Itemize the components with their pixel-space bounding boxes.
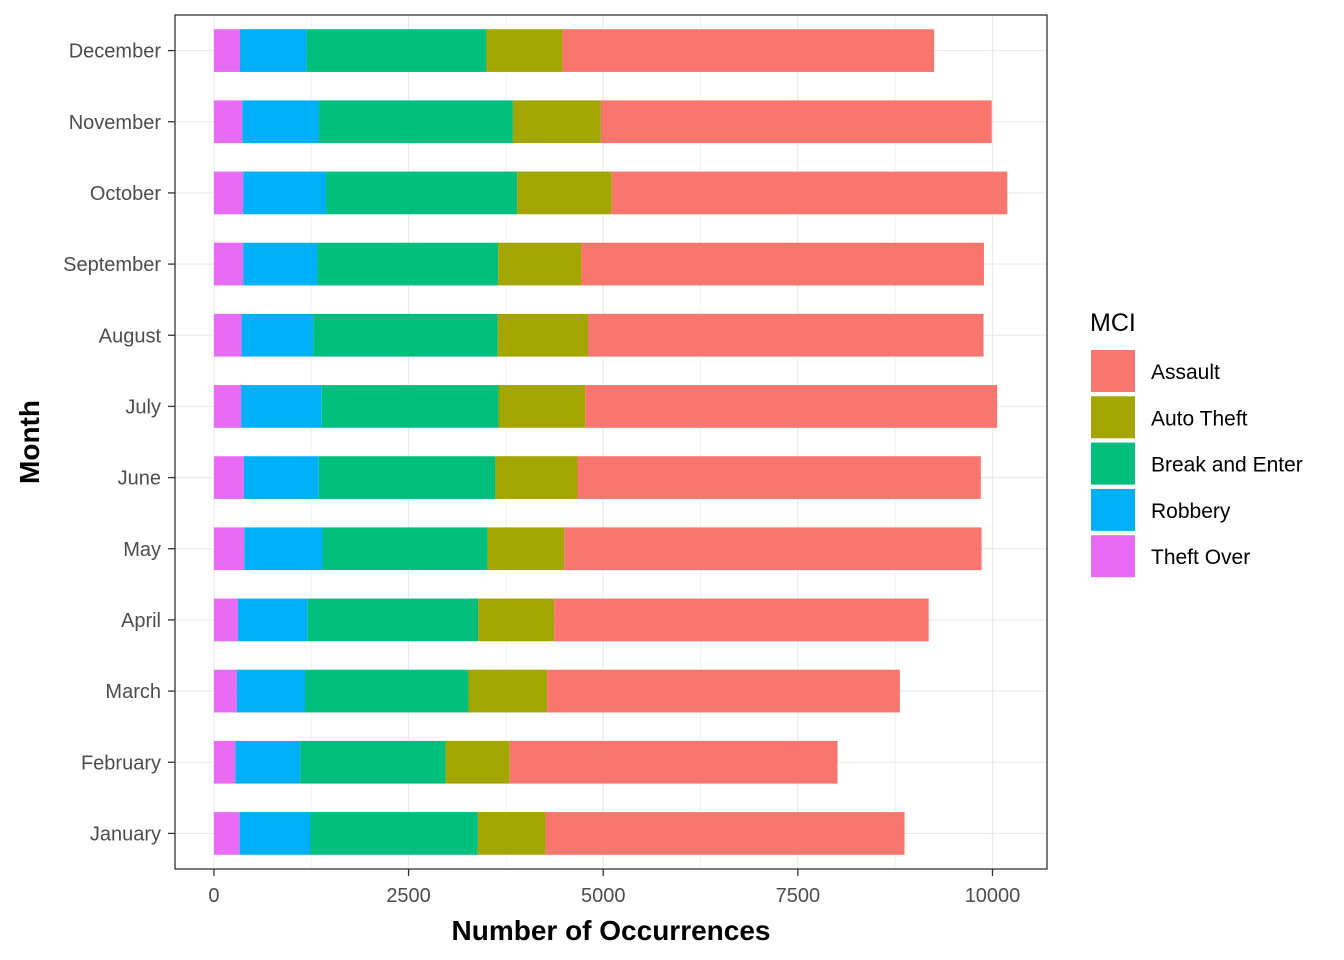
bar-theft-over-may [213,527,245,571]
bar-robbery-july [241,385,322,428]
bar-auto-theft-june [495,456,578,499]
bar-auto-theft-january [477,812,546,855]
y-tick-label: October [90,183,161,205]
bar-theft-over-april [213,598,239,642]
legend-label: Theft Over [1151,546,1250,569]
bar-auto-theft-december [486,29,563,72]
legend-label: Robbery [1151,500,1231,523]
bar-auto-theft-april [478,598,555,642]
bar-theft-over-march [213,669,237,713]
bar-break-and-enter-september [317,242,499,286]
bar-auto-theft-october [517,171,612,215]
bar-break-and-enter-february [300,740,446,784]
legend-label: Auto Theft [1151,407,1248,430]
bar-robbery-april [238,598,308,642]
bar-robbery-december [240,29,307,72]
y-tick-label: December [69,41,162,63]
bar-theft-over-january [213,812,240,855]
y-tick-label: March [105,681,161,703]
bar-theft-over-september [213,242,244,286]
x-tick-label: 2500 [386,885,431,907]
y-tick-label: July [125,396,161,418]
bar-robbery-january [239,812,311,855]
legend-swatch [1091,350,1135,392]
y-tick-label: April [121,610,161,632]
bar-break-and-enter-august [313,313,498,357]
legend-swatch [1091,396,1135,439]
bar-assault-march [547,669,900,713]
legend: MCI Assault Auto Theft Break and Enter Robb… [1090,309,1303,578]
y-tick-label: February [81,752,161,774]
bar-break-and-enter-may [322,527,488,571]
x-axis: 0 2500 5000 7500 10000 [208,869,1020,907]
bar-theft-over-december [213,29,241,72]
bar-theft-over-august [213,313,242,357]
bar-assault-january [545,812,905,855]
legend-swatch [1091,535,1135,578]
legend-swatch [1091,488,1135,531]
x-axis-title: Number of Occurrences [452,915,771,946]
bar-break-and-enter-october [326,171,518,215]
bar-auto-theft-september [498,242,582,286]
y-tick-label: September [63,254,161,276]
bar-assault-august [588,313,984,357]
bar-assault-april [554,598,929,642]
y-tick-label: June [118,468,161,490]
legend-label: Break and Enter [1151,454,1303,477]
legend-swatch [1091,442,1135,485]
bar-assault-february [509,740,838,784]
legend-label: Assault [1151,361,1220,384]
x-tick-label: 0 [208,885,219,907]
y-tick-label: November [69,112,162,134]
legend-title: MCI [1090,309,1136,337]
bar-assault-july [585,385,998,428]
bars [213,29,1008,855]
plot-panel-border [174,14,1048,870]
bar-break-and-enter-december [306,29,487,72]
x-tick-label: 7500 [776,885,821,907]
bar-auto-theft-august [497,313,589,357]
bar-robbery-october [243,171,327,215]
x-tick-label: 10000 [965,885,1021,907]
bar-robbery-november [242,100,320,144]
bar-theft-over-february [213,740,236,784]
bar-theft-over-october [213,171,244,215]
bar-theft-over-july [213,385,242,428]
bar-auto-theft-may [487,527,565,571]
bar-auto-theft-february [445,740,510,784]
bar-auto-theft-july [498,385,586,428]
bar-assault-november [600,100,992,144]
bar-assault-september [581,242,984,286]
x-tick-label: 5000 [581,885,626,907]
bar-assault-may [564,527,982,571]
bar-robbery-march [236,669,306,713]
bar-robbery-february [235,740,301,784]
y-axis: January February March April May June July Augu… [63,41,175,845]
bar-break-and-enter-january [310,812,478,855]
bar-assault-october [611,171,1008,215]
y-tick-label: August [99,325,162,347]
bar-break-and-enter-july [321,385,499,428]
bar-break-and-enter-june [318,456,496,499]
bar-break-and-enter-november [319,100,513,144]
bar-assault-december [562,29,935,72]
bar-assault-june [577,456,981,499]
plot-panel-background [175,15,1047,869]
bar-auto-theft-march [468,669,548,713]
bar-robbery-may [244,527,323,571]
bar-break-and-enter-april [307,598,479,642]
bar-theft-over-november [213,100,243,144]
bar-break-and-enter-march [305,669,469,713]
bar-robbery-june [243,456,319,499]
bar-theft-over-june [213,456,244,499]
bar-robbery-september [243,242,318,286]
bar-auto-theft-november [512,100,601,144]
bar-robbery-august [241,313,314,357]
y-tick-label: May [123,539,161,561]
y-axis-title: Month [14,400,45,484]
y-tick-label: January [90,823,161,845]
